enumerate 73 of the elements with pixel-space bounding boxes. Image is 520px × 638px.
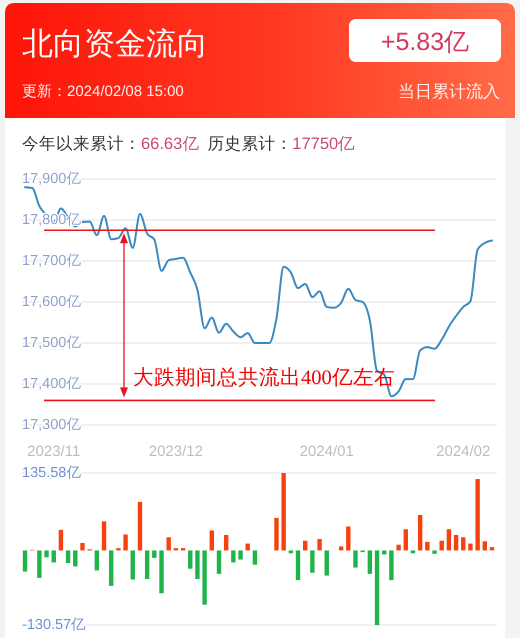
bar (446, 529, 452, 550)
bar (490, 547, 494, 550)
y-tick-label: 17,700亿 (22, 253, 82, 269)
bar (475, 479, 480, 550)
bar (303, 540, 308, 550)
bar (37, 550, 42, 578)
y-tick-label: 17,900亿 (22, 171, 82, 187)
bar (461, 537, 466, 550)
bar (202, 550, 207, 605)
y-tick-label: 17,300亿 (22, 417, 82, 433)
bar (195, 550, 200, 579)
bar (123, 534, 128, 550)
bar (80, 543, 85, 550)
bar (281, 473, 286, 550)
bar (368, 550, 372, 574)
bar (152, 550, 157, 558)
bar (274, 518, 279, 550)
bar (346, 526, 351, 550)
bar (324, 550, 329, 576)
bar (22, 550, 28, 572)
x-tick-label: 2024/02 (436, 443, 490, 460)
bar (432, 550, 437, 554)
y-tick-label: 17,600亿 (22, 294, 82, 310)
text: 17750亿 (292, 135, 356, 153)
bar (224, 535, 228, 550)
bar (396, 544, 401, 550)
bar (109, 550, 114, 586)
bar (188, 550, 192, 569)
bar (138, 502, 142, 550)
bar (44, 550, 49, 558)
text: 66.63亿 (141, 135, 200, 153)
bar (425, 542, 430, 550)
bar (454, 535, 458, 550)
y-tick-label: -130.57亿 (22, 617, 86, 633)
bar (166, 537, 171, 550)
bar (130, 550, 135, 580)
bar (418, 515, 422, 550)
bar (382, 550, 386, 554)
bar (73, 550, 78, 566)
bar (288, 550, 294, 554)
bar (317, 539, 322, 550)
bar (468, 544, 473, 550)
bar (210, 530, 214, 550)
y-tick-label: 17,500亿 (22, 335, 82, 351)
y-tick-label: 135.58亿 (22, 465, 82, 481)
bar (216, 550, 222, 574)
bar (102, 521, 106, 550)
line-series (24, 186, 493, 398)
bar (246, 544, 250, 550)
bar (338, 546, 344, 550)
text: 今年以来累计： (22, 135, 141, 153)
x-tick-label: 2023/11 (27, 443, 80, 460)
bar (58, 530, 64, 550)
bar (252, 550, 258, 565)
bar (159, 550, 164, 594)
bar (66, 550, 70, 563)
bar (410, 550, 416, 554)
x-tick-label: 2023/12 (148, 443, 203, 460)
bar (310, 550, 315, 573)
bar (374, 550, 380, 625)
bar (231, 550, 236, 562)
y-tick-label: 17,400亿 (22, 376, 82, 392)
bar (94, 550, 100, 570)
bar (404, 529, 408, 550)
bar (389, 550, 394, 580)
bar (52, 550, 56, 562)
x-tick-label: 2024/01 (300, 443, 354, 460)
bar (296, 550, 300, 580)
text: 历史累计： (207, 135, 292, 153)
bar (144, 550, 150, 579)
bar (440, 540, 444, 550)
bar (353, 550, 358, 568)
bar (482, 541, 488, 550)
